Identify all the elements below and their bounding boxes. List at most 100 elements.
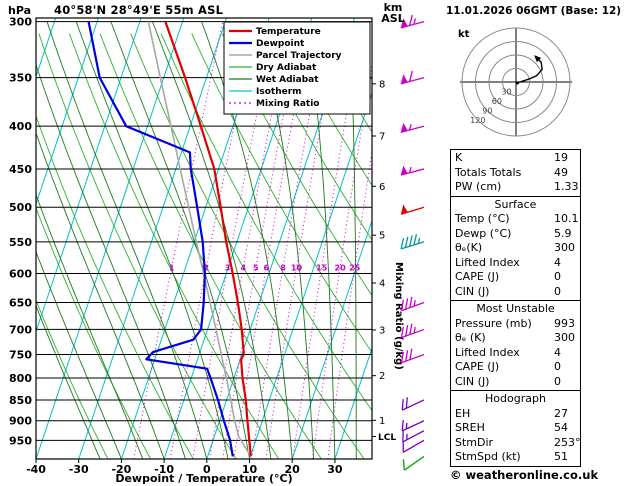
row-value: 0 — [554, 270, 561, 283]
legend-label: Temperature — [256, 27, 321, 37]
hodograph-title: Hodograph — [485, 392, 546, 405]
svg-text:5: 5 — [379, 231, 385, 242]
table-row: CIN (J) 0 — [451, 285, 580, 300]
table-row: θₑ(K) 300 — [451, 241, 580, 256]
svg-text:25: 25 — [349, 263, 361, 272]
row-value: 253° — [554, 435, 581, 449]
row-label: Lifted Index — [455, 255, 520, 269]
ring-label: 90 — [482, 107, 492, 116]
legend-label: Wet Adiabat — [256, 75, 319, 85]
row-value: 300 — [554, 331, 575, 344]
svg-text:20: 20 — [335, 263, 347, 272]
row-value: 0 — [554, 374, 561, 388]
row-value: 49 — [554, 165, 568, 179]
table-row: CAPE (J) 0 — [451, 360, 580, 375]
table-row: θₑ (K) 300 — [451, 331, 580, 346]
x-axis-label: Dewpoint / Temperature (°C) — [115, 472, 293, 485]
row-value: 0 — [554, 360, 561, 373]
svg-text:4: 4 — [379, 278, 385, 289]
speed-ring — [461, 27, 571, 137]
row-label: θₑ(K) — [455, 241, 483, 254]
row-label: Pressure (mb) — [455, 316, 532, 330]
km-asl-ticks: 1 2 3 4 5 6 7 8 LCL — [372, 79, 396, 443]
row-label: EH — [455, 406, 471, 420]
plot-border — [35, 17, 373, 460]
svg-text:8: 8 — [379, 79, 385, 90]
speed-ring — [475, 41, 557, 123]
row-label: SREH — [455, 421, 485, 434]
row-label: CAPE (J) — [455, 360, 500, 373]
wind-barb — [401, 397, 425, 411]
svg-text:-20: -20 — [111, 463, 131, 476]
svg-text:20: 20 — [285, 463, 301, 476]
wind-barb — [400, 348, 425, 364]
table-row: Pressure (mb) 993 — [451, 317, 580, 332]
table-row: StmDir 253° — [451, 435, 581, 451]
skewt-chart: 1 2 3 4 5 6 8 10 15 20 253003504004505005506006507… — [9, 14, 425, 476]
svg-text:2: 2 — [379, 371, 385, 382]
row-value: 51 — [554, 450, 568, 463]
pressure-unit-label: hPa — [8, 4, 32, 17]
svg-text:30: 30 — [327, 463, 343, 476]
svg-text:350: 350 — [9, 72, 32, 85]
hodograph-info-box: Hodograph EH 27 SREH 54 StmDir 253° StmSpd (kt… — [450, 390, 581, 467]
svg-text:3: 3 — [225, 263, 231, 272]
row-value: 10.1 — [554, 212, 579, 225]
table-row: Totals Totals 49 — [451, 166, 580, 181]
svg-text:-10: -10 — [154, 463, 174, 476]
row-value: 4 — [554, 345, 561, 359]
asl-label: ASL — [381, 12, 405, 25]
svg-text:10: 10 — [291, 263, 303, 272]
wind-barb — [400, 165, 425, 176]
dewpoint-curve — [87, 21, 234, 457]
table-row: Lifted Index 4 — [451, 346, 580, 361]
table-row: Temp (°C) 10.1 — [451, 212, 580, 227]
wind-barb — [400, 14, 425, 29]
svg-text:6: 6 — [379, 182, 385, 193]
svg-text:850: 850 — [9, 394, 32, 407]
legend-box: Temperature Dewpoint Parcel Trajectory Dry … — [223, 21, 371, 115]
svg-text:950: 950 — [9, 434, 32, 447]
svg-text:-40: -40 — [26, 463, 46, 476]
wind-barb — [402, 430, 425, 443]
temperature-curve — [164, 21, 252, 457]
km-asl-axis-label: km ASL — [376, 2, 410, 24]
legend-label: Dry Adiabat — [256, 63, 317, 73]
wind-barb — [400, 122, 425, 133]
wind-barb — [400, 234, 425, 250]
svg-text:800: 800 — [9, 372, 32, 385]
row-value: 0 — [554, 284, 561, 298]
wind-barb — [402, 439, 425, 453]
copyright: © weatheronline.co.uk — [450, 468, 599, 482]
speed-ring — [502, 68, 530, 96]
svg-text:450: 450 — [9, 163, 32, 176]
km-label: km — [383, 1, 403, 14]
svg-text:550: 550 — [9, 236, 32, 249]
svg-text:900: 900 — [9, 415, 32, 428]
station-title: 40°58'N 28°49'E 55m ASL — [54, 3, 224, 17]
ring-label: 60 — [492, 97, 502, 106]
svg-text:1: 1 — [379, 416, 385, 427]
svg-text:3: 3 — [379, 325, 385, 336]
kt-unit-label: kt — [458, 29, 470, 40]
row-label: StmDir — [455, 435, 494, 449]
ring-label: 120 — [470, 116, 485, 125]
trace-arrowhead — [534, 55, 542, 63]
parcel-trajectory-curve — [147, 21, 252, 457]
surface-title: Surface — [494, 197, 537, 211]
svg-text:15: 15 — [316, 263, 328, 272]
svg-text:1: 1 — [169, 263, 175, 272]
row-label: Temp (°C) — [455, 212, 510, 225]
svg-text:650: 650 — [9, 297, 32, 310]
indices-box: K 19 Totals Totals 49 PW (cm) 1.33 — [450, 149, 581, 197]
row-label: K — [455, 151, 463, 164]
datetime-title: 11.01.2026 06GMT (Base: 12) — [446, 5, 622, 17]
row-label: Lifted Index — [455, 345, 520, 359]
svg-text:400: 400 — [9, 120, 32, 133]
pressure-axis-labels: 300 350 400 450 500 550 600 650 700 750 800 850 900 9… — [9, 16, 32, 448]
table-row: StmSpd (kt) 51 — [451, 450, 580, 465]
indices-panel: K 19 Totals Totals 49 PW (cm) 1.33 Surface Te… — [450, 149, 581, 467]
row-label: PW (cm) — [455, 180, 502, 193]
row-value: 1.33 — [554, 180, 579, 193]
